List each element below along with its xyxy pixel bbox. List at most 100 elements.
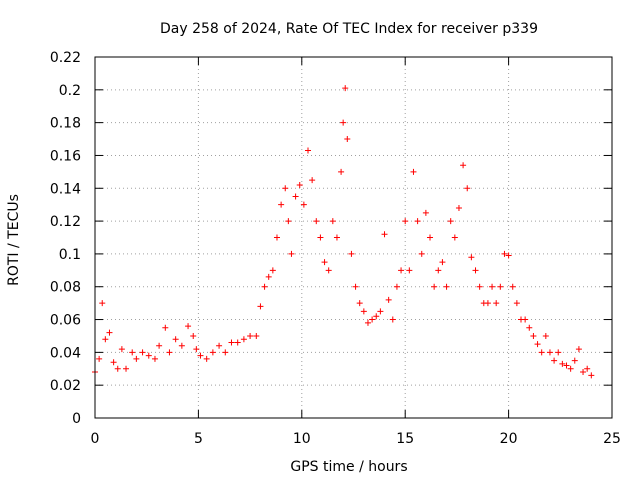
data-point (584, 365, 591, 372)
data-point (497, 283, 504, 290)
data-point (344, 136, 351, 143)
y-tick-label: 0 (72, 411, 81, 427)
data-point (580, 369, 587, 376)
data-point (509, 283, 516, 290)
data-point (505, 252, 512, 259)
data-point (385, 296, 392, 303)
data-point (522, 316, 529, 323)
data-point (447, 218, 454, 225)
data-point (431, 283, 438, 290)
data-point (460, 162, 467, 169)
data-point (151, 355, 158, 362)
y-tick-label: 0.02 (50, 378, 81, 394)
y-tick-label: 0.1 (59, 247, 81, 263)
data-point (398, 267, 405, 274)
chart-title: Day 258 of 2024, Rate Of TEC Index for r… (160, 21, 538, 37)
data-point (172, 336, 179, 343)
data-point (571, 357, 578, 364)
data-point (216, 342, 223, 349)
data-point (162, 324, 169, 331)
data-point (455, 204, 462, 211)
data-point (369, 316, 376, 323)
data-point (309, 177, 316, 184)
data-point (567, 365, 574, 372)
data-point (145, 352, 152, 359)
data-point (133, 355, 140, 362)
data-point (209, 349, 216, 356)
x-tick-label: 5 (194, 431, 203, 447)
data-point (329, 218, 336, 225)
data-point (406, 267, 413, 274)
data-point (247, 332, 254, 339)
data-point (273, 234, 280, 241)
data-point (338, 168, 345, 175)
data-point (364, 319, 371, 326)
data-point (110, 359, 117, 366)
data-point (551, 357, 558, 364)
data-point (546, 349, 553, 356)
data-point (118, 346, 125, 353)
data-point (513, 300, 520, 307)
data-point (563, 362, 570, 369)
data-point (139, 349, 146, 356)
data-point (222, 349, 229, 356)
data-point (193, 346, 200, 353)
data-point (261, 283, 268, 290)
data-point (342, 85, 349, 92)
data-point (340, 119, 347, 126)
data-point (253, 332, 260, 339)
data-point (402, 218, 409, 225)
data-points (92, 85, 595, 379)
y-tick-label: 0.12 (50, 214, 81, 230)
plot-frame (94, 56, 613, 419)
data-point (377, 308, 384, 315)
data-point (410, 168, 417, 175)
x-tick-label: 15 (396, 431, 414, 447)
data-point (317, 234, 324, 241)
data-point (393, 283, 400, 290)
data-point (389, 316, 396, 323)
data-point (185, 323, 192, 330)
data-point (313, 218, 320, 225)
y-tick-label: 0.2 (59, 83, 81, 99)
data-point (333, 234, 340, 241)
data-point (559, 360, 566, 367)
data-point (278, 201, 285, 208)
data-point (472, 267, 479, 274)
data-point (464, 185, 471, 192)
data-point (476, 283, 483, 290)
data-point (468, 254, 475, 261)
y-axis-label: ROTI / TECUs (6, 194, 22, 286)
data-point (305, 147, 312, 154)
data-point (451, 234, 458, 241)
data-point (240, 336, 247, 343)
y-tick-label: 0.18 (50, 116, 81, 132)
data-point (439, 259, 446, 266)
x-tick-label: 20 (500, 431, 518, 447)
data-point (501, 250, 508, 257)
grid-lines (95, 57, 612, 418)
data-point (265, 273, 272, 280)
data-point (352, 283, 359, 290)
data-point (373, 313, 380, 320)
x-tick-label: 10 (293, 431, 311, 447)
data-point (102, 336, 109, 343)
data-point (285, 218, 292, 225)
y-tick-label: 0.16 (50, 148, 81, 164)
data-point (228, 339, 235, 346)
data-point (348, 250, 355, 257)
data-point (190, 332, 197, 339)
data-point (156, 342, 163, 349)
y-tick-label: 0.08 (50, 280, 81, 296)
data-point (534, 341, 541, 348)
data-point (555, 349, 562, 356)
data-point (96, 355, 103, 362)
data-point (166, 349, 173, 356)
y-tick-label: 0.22 (50, 50, 81, 66)
x-axis-label: GPS time / hours (290, 459, 407, 475)
data-point (106, 329, 113, 336)
data-point (282, 185, 289, 192)
data-point (203, 355, 210, 362)
data-point (381, 231, 388, 238)
y-tick-label: 0.06 (50, 313, 81, 329)
